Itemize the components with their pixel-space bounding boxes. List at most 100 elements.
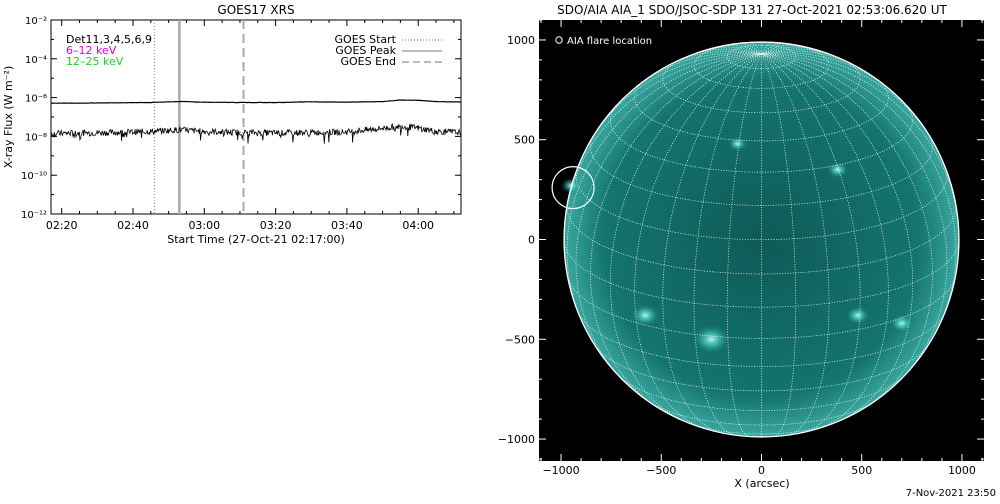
grid-line bbox=[662, 57, 861, 114]
goes-data-point bbox=[399, 125, 401, 127]
grid-line bbox=[662, 53, 762, 434]
goes-data-point bbox=[435, 130, 437, 133]
goes-x-tick-label: 03:20 bbox=[260, 219, 292, 232]
goes-data-point bbox=[460, 131, 461, 134]
aia-x-label: X (arcsec) bbox=[734, 477, 789, 490]
goes-data-point bbox=[435, 101, 437, 103]
goes-plot-frame bbox=[50, 19, 462, 215]
flare-location-marker bbox=[551, 166, 595, 210]
active-region bbox=[629, 303, 661, 328]
goes-x-axis: 02:20 02:40 03:00 03:20 03:40 04:00 bbox=[46, 20, 455, 232]
aia-legend-marker bbox=[555, 36, 563, 44]
active-region bbox=[727, 135, 748, 152]
aia-x-axis: −1000 −500 0 500 1000 bbox=[540, 20, 983, 477]
grid-line bbox=[660, 50, 762, 70]
goes-x-tick-label: 03:00 bbox=[188, 219, 220, 232]
goes-data-point bbox=[178, 100, 180, 103]
grid-line bbox=[726, 44, 762, 55]
solar-disk bbox=[564, 42, 959, 437]
grid-line bbox=[692, 48, 762, 55]
aia-image bbox=[551, 41, 960, 438]
aia-title: SDO/AIA AIA_1 SDO/JSOC-SDP 131 27-Oct-20… bbox=[557, 3, 947, 17]
grid-line bbox=[648, 401, 875, 426]
goes-data-point bbox=[417, 99, 419, 101]
grid-line bbox=[761, 50, 863, 70]
aia-x-tick-label: −500 bbox=[646, 464, 676, 477]
generated-date: 7-Nov-2021 23:50 bbox=[906, 488, 996, 499]
active-region bbox=[825, 160, 850, 179]
goes-y-tick-label: 10⁻⁸ bbox=[25, 132, 47, 143]
legend-label-peak: GOES Peak bbox=[335, 44, 396, 57]
goes-channel-high-label: 12–25 keV bbox=[66, 55, 124, 68]
aia-panel: SDO/AIA AIA_1 SDO/JSOC-SDP 131 27-Oct-20… bbox=[498, 3, 984, 490]
grid-line bbox=[761, 44, 797, 55]
goes-data-point bbox=[78, 132, 81, 134]
goes-data-point bbox=[460, 101, 461, 103]
aia-x-tick-label: 0 bbox=[758, 464, 765, 477]
goes-y-tick-label: 10⁻⁴ bbox=[25, 55, 47, 66]
grid-line bbox=[761, 53, 889, 429]
active-regions bbox=[560, 135, 915, 356]
goes-data-point bbox=[78, 102, 81, 104]
goes-x-tick-label: 02:20 bbox=[46, 219, 78, 232]
aia-legend-label: AIA flare location bbox=[567, 36, 652, 47]
goes-data-point bbox=[178, 129, 180, 131]
grid-line bbox=[563, 239, 960, 308]
goes-detectors-label: Det11,3,4,5,6,9 bbox=[66, 33, 152, 46]
goes-y-label: X-ray Flux (W m⁻²) bbox=[2, 66, 15, 168]
aia-x-tick-label: −1000 bbox=[542, 464, 579, 477]
goes-panel: GOES17 XRS 10⁻² 10⁻⁴ 10⁻⁶ 10⁻⁸ 10⁻¹⁰ 10⁻¹² 02… bbox=[2, 3, 462, 246]
goes-x-tick-label: 03:40 bbox=[331, 219, 363, 232]
grid-line bbox=[575, 169, 948, 241]
goes-data-point bbox=[203, 101, 205, 103]
legend-label-start: GOES Start bbox=[335, 33, 397, 46]
active-region bbox=[888, 313, 915, 334]
grid-line bbox=[634, 53, 762, 429]
goes-y-tick-label: 10⁻¹⁰ bbox=[21, 171, 47, 182]
grid-line bbox=[596, 347, 927, 392]
legend-label-end: GOES End bbox=[340, 55, 396, 68]
goes-series-group bbox=[51, 99, 461, 144]
grid-line bbox=[761, 53, 830, 436]
goes-data-point bbox=[150, 130, 152, 133]
goes-data-point bbox=[275, 101, 277, 104]
goes-data-point bbox=[51, 102, 52, 104]
goes-legend: GOES Start GOES Peak GOES End bbox=[335, 33, 442, 68]
goes-series-line bbox=[51, 123, 461, 144]
solar-limb bbox=[563, 41, 960, 438]
goes-data-point bbox=[150, 101, 152, 104]
aia-y-tick-label: 500 bbox=[514, 134, 535, 147]
goes-y-tick-label: 10⁻² bbox=[25, 16, 47, 27]
flare-locations bbox=[551, 166, 595, 210]
goes-data-point bbox=[310, 101, 312, 103]
goes-data-point bbox=[310, 131, 312, 134]
goes-data-point bbox=[381, 101, 384, 103]
heliographic-grid bbox=[563, 41, 960, 437]
goes-channel-low-label: 6–12 keV bbox=[66, 44, 117, 57]
goes-data-point bbox=[275, 132, 277, 134]
goes-data-point bbox=[346, 131, 348, 133]
aia-legend: AIA flare location bbox=[555, 36, 652, 47]
aia-y-tick-label: 0 bbox=[528, 234, 535, 247]
goes-data-point bbox=[399, 99, 401, 101]
grid-line bbox=[566, 203, 957, 275]
goes-data-point bbox=[114, 102, 116, 104]
goes-x-label: Start Time (27-Oct-21 02:17:00) bbox=[167, 233, 345, 246]
aia-y-axis: 1000 500 0 −500 −1000 bbox=[498, 19, 984, 460]
goes-data-point bbox=[417, 127, 419, 129]
aia-y-tick-label: −1000 bbox=[498, 433, 535, 446]
aia-x-tick-label: 500 bbox=[851, 464, 872, 477]
grid-line bbox=[761, 48, 831, 55]
goes-series-line bbox=[51, 99, 461, 104]
goes-x-tick-label: 04:00 bbox=[402, 219, 434, 232]
goes-data-point bbox=[239, 101, 241, 104]
grid-line bbox=[590, 134, 933, 206]
aia-y-tick-label: −500 bbox=[505, 333, 535, 346]
grid-line bbox=[634, 79, 889, 142]
grid-line bbox=[726, 44, 797, 69]
goes-event-lines bbox=[153, 20, 245, 214]
goes-y-tick-label: 10⁻⁶ bbox=[25, 94, 47, 105]
goes-data-point bbox=[203, 130, 205, 133]
